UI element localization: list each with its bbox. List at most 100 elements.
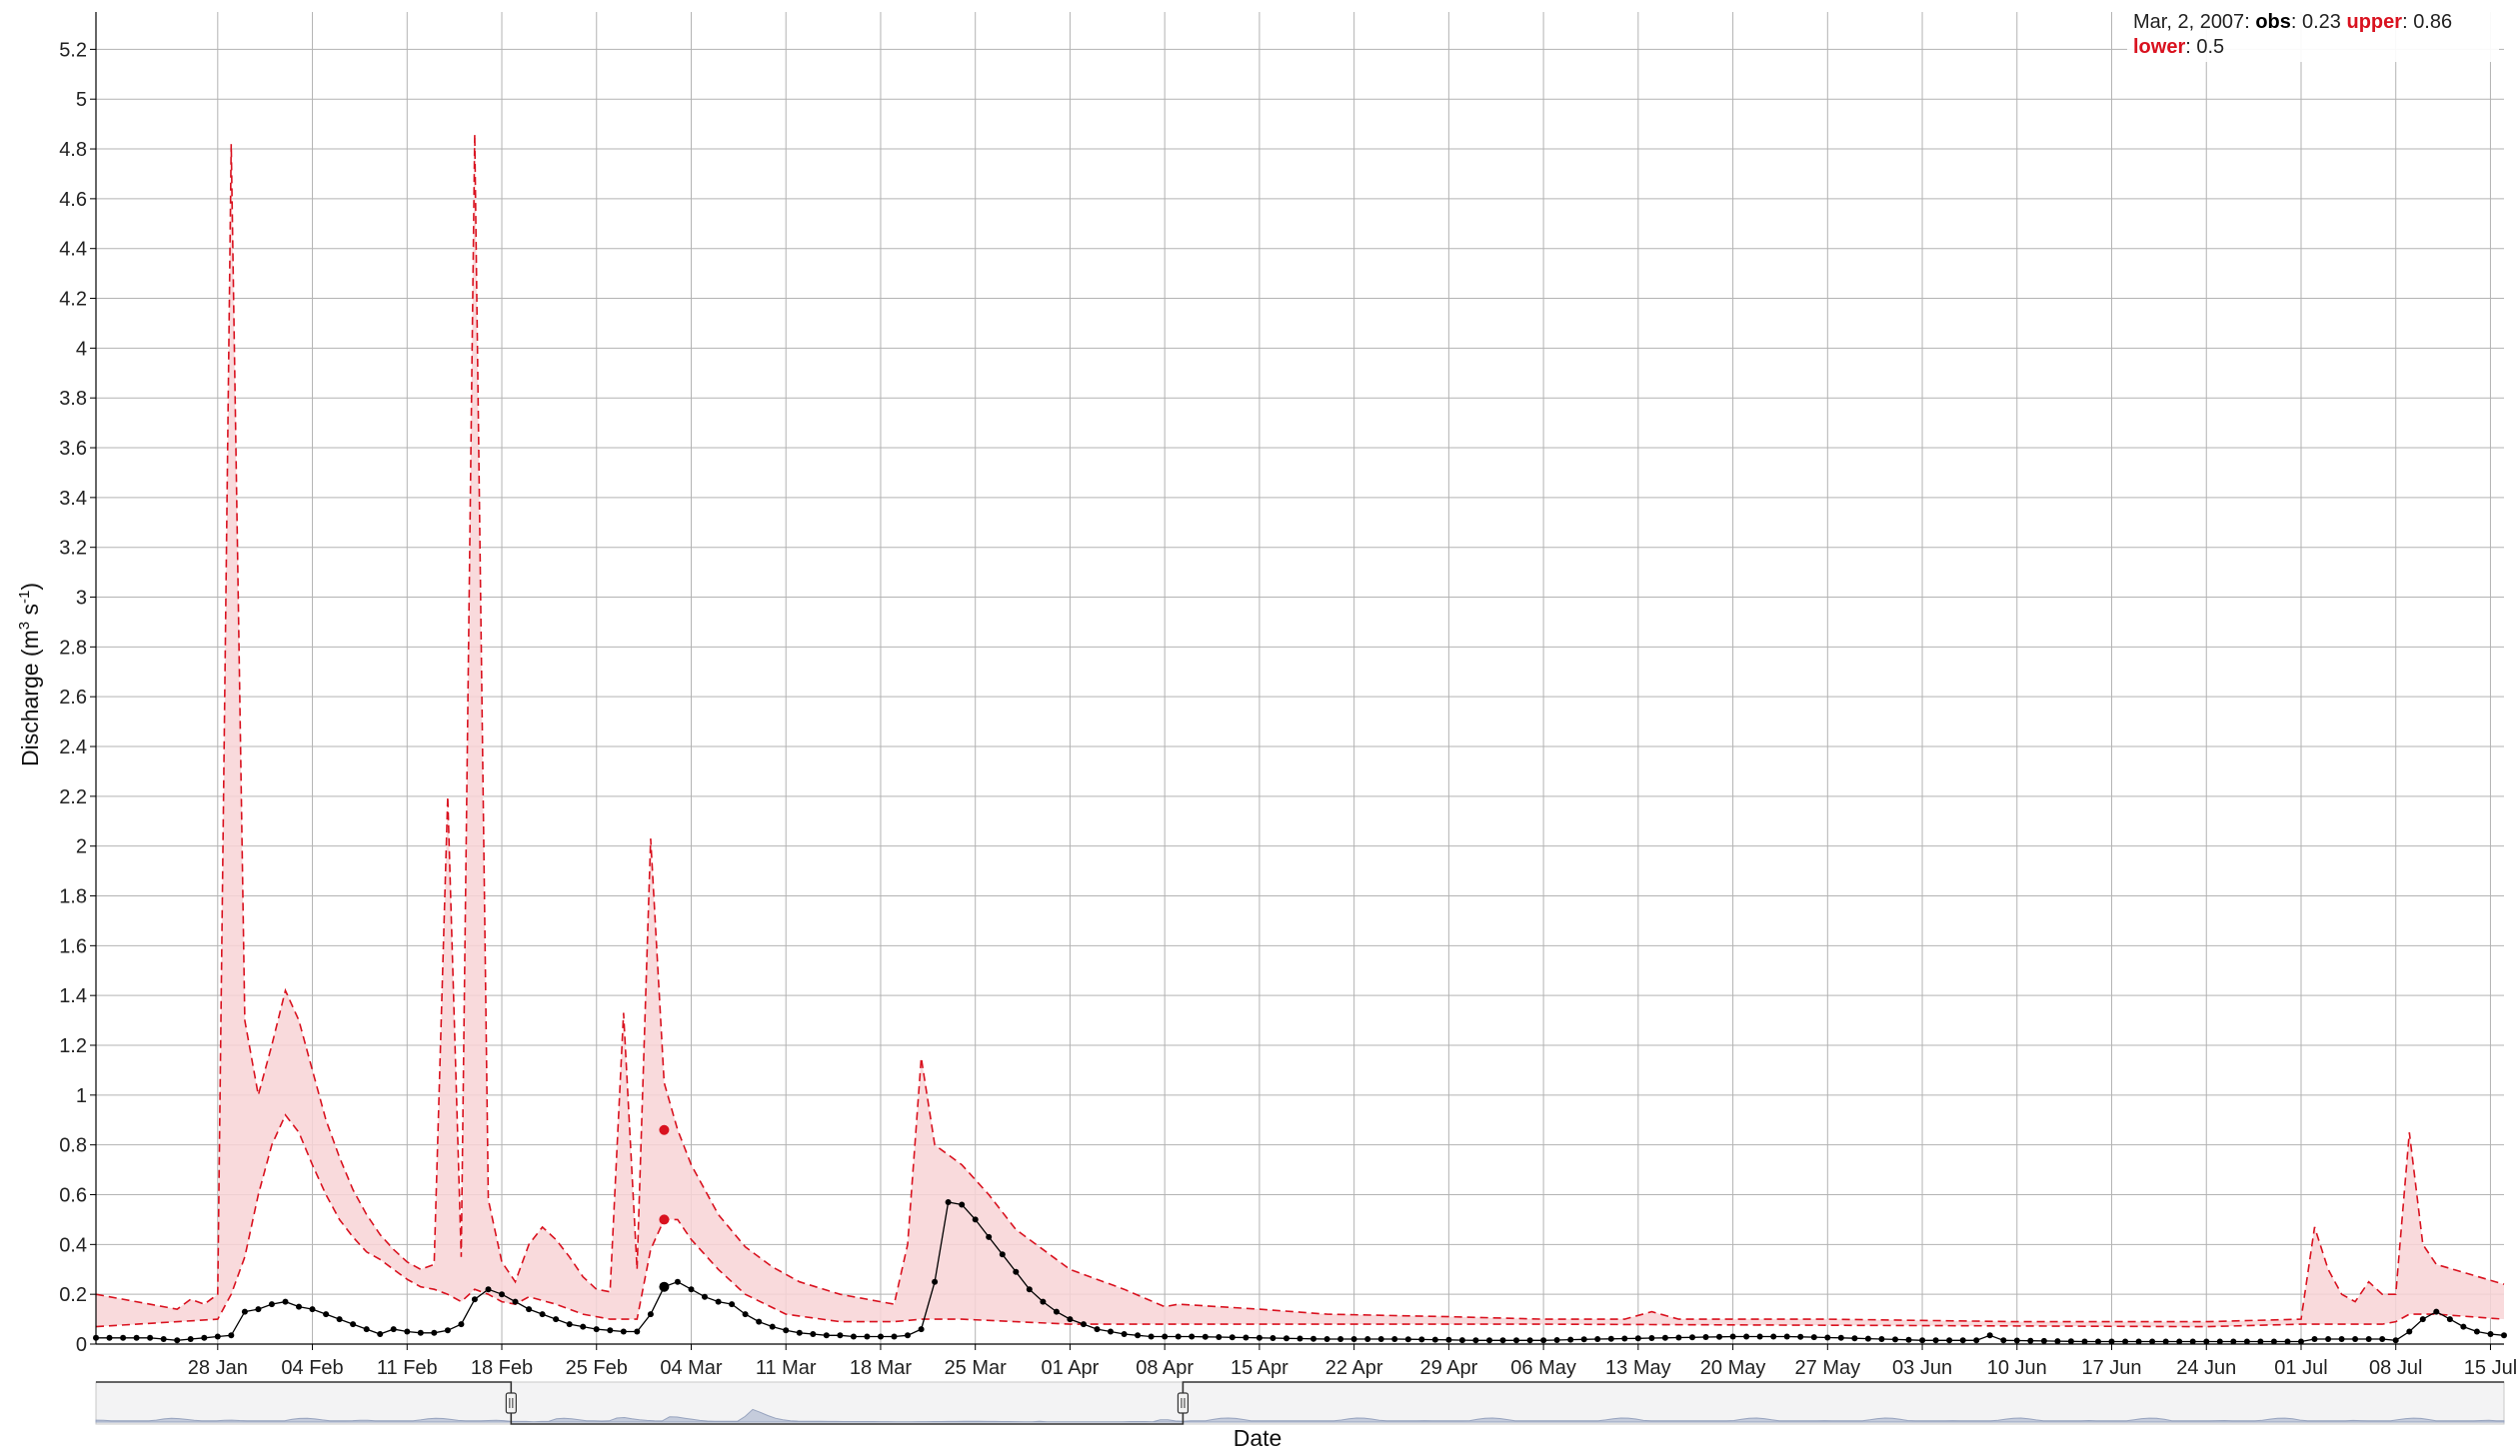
- obs-point[interactable]: [932, 1278, 939, 1285]
- obs-point[interactable]: [160, 1336, 167, 1342]
- obs-point[interactable]: [526, 1306, 533, 1313]
- obs-point[interactable]: [499, 1291, 505, 1298]
- obs-point[interactable]: [1553, 1337, 1560, 1343]
- obs-point[interactable]: [2270, 1338, 2277, 1345]
- obs-point[interactable]: [1404, 1336, 1411, 1343]
- obs-point[interactable]: [1594, 1336, 1601, 1342]
- obs-point[interactable]: [228, 1332, 235, 1339]
- obs-point[interactable]: [796, 1329, 803, 1336]
- obs-point[interactable]: [715, 1298, 722, 1305]
- obs-point[interactable]: [810, 1331, 817, 1337]
- obs-point[interactable]: [1377, 1336, 1384, 1342]
- obs-point[interactable]: [1269, 1335, 1276, 1341]
- obs-point[interactable]: [1973, 1337, 1980, 1344]
- obs-point[interactable]: [174, 1337, 181, 1344]
- obs-point[interactable]: [1824, 1334, 1831, 1341]
- obs-point[interactable]: [742, 1311, 749, 1318]
- obs-point[interactable]: [350, 1321, 357, 1328]
- obs-point[interactable]: [120, 1334, 127, 1341]
- obs-point[interactable]: [2501, 1332, 2507, 1339]
- obs-point[interactable]: [999, 1251, 1006, 1258]
- navigator-left-handle[interactable]: [505, 1392, 517, 1414]
- obs-point[interactable]: [1229, 1334, 1236, 1341]
- obs-point[interactable]: [1607, 1335, 1614, 1342]
- obs-point[interactable]: [1675, 1334, 1682, 1341]
- obs-point[interactable]: [1189, 1333, 1196, 1340]
- obs-point[interactable]: [2189, 1338, 2196, 1345]
- handle-grip[interactable]: [1177, 1392, 1190, 1414]
- obs-point[interactable]: [2406, 1328, 2413, 1335]
- obs-point[interactable]: [1770, 1333, 1777, 1340]
- obs-point[interactable]: [1013, 1268, 1020, 1275]
- obs-point[interactable]: [2149, 1338, 2156, 1345]
- obs-point[interactable]: [1702, 1334, 1709, 1340]
- obs-point[interactable]: [1350, 1336, 1357, 1342]
- obs-point[interactable]: [1905, 1336, 1912, 1343]
- obs-point[interactable]: [2433, 1308, 2440, 1315]
- obs-point[interactable]: [214, 1333, 221, 1340]
- obs-point[interactable]: [539, 1311, 546, 1318]
- obs-point[interactable]: [2392, 1337, 2399, 1344]
- obs-point[interactable]: [1081, 1321, 1087, 1328]
- obs-point[interactable]: [2013, 1337, 2020, 1344]
- obs-point[interactable]: [2176, 1338, 2183, 1345]
- obs-point[interactable]: [363, 1326, 370, 1333]
- obs-point[interactable]: [1121, 1331, 1128, 1337]
- obs-point[interactable]: [2230, 1338, 2237, 1345]
- obs-point[interactable]: [1946, 1337, 1953, 1344]
- obs-point[interactable]: [1310, 1335, 1316, 1342]
- obs-point[interactable]: [1135, 1332, 1142, 1339]
- obs-point[interactable]: [1094, 1326, 1101, 1333]
- obs-point[interactable]: [1243, 1334, 1250, 1341]
- obs-point[interactable]: [201, 1334, 208, 1341]
- obs-point[interactable]: [905, 1332, 911, 1339]
- obs-point[interactable]: [187, 1336, 194, 1342]
- obs-point[interactable]: [2325, 1336, 2332, 1342]
- obs-point[interactable]: [2419, 1316, 2426, 1323]
- obs-point[interactable]: [729, 1301, 736, 1308]
- obs-point[interactable]: [2473, 1328, 2480, 1335]
- obs-point[interactable]: [1040, 1298, 1047, 1305]
- obs-point[interactable]: [2054, 1338, 2061, 1345]
- obs-point[interactable]: [607, 1327, 614, 1334]
- obs-point[interactable]: [377, 1331, 384, 1337]
- obs-point[interactable]: [1580, 1336, 1587, 1343]
- obs-point[interactable]: [972, 1216, 979, 1223]
- obs-point[interactable]: [1486, 1337, 1492, 1344]
- obs-point[interactable]: [1162, 1333, 1169, 1340]
- obs-point[interactable]: [2162, 1338, 2169, 1345]
- obs-series[interactable]: [93, 1199, 2507, 1345]
- obs-point[interactable]: [1418, 1336, 1425, 1343]
- obs-point[interactable]: [634, 1328, 641, 1335]
- obs-point[interactable]: [1797, 1333, 1804, 1340]
- obs-point[interactable]: [674, 1278, 681, 1285]
- obs-point[interactable]: [2067, 1338, 2074, 1345]
- obs-point[interactable]: [404, 1328, 411, 1335]
- obs-point[interactable]: [296, 1303, 302, 1310]
- obs-point[interactable]: [2081, 1338, 2088, 1345]
- obs-point[interactable]: [2108, 1338, 2115, 1345]
- obs-point[interactable]: [986, 1233, 993, 1240]
- obs-point[interactable]: [255, 1306, 262, 1313]
- obs-point[interactable]: [471, 1296, 478, 1303]
- obs-point[interactable]: [1026, 1286, 1033, 1293]
- obs-point[interactable]: [553, 1316, 560, 1323]
- obs-point[interactable]: [1296, 1335, 1303, 1342]
- obs-point[interactable]: [1526, 1337, 1533, 1344]
- obs-point[interactable]: [323, 1311, 330, 1318]
- obs-point[interactable]: [2311, 1336, 2318, 1342]
- obs-point[interactable]: [756, 1318, 763, 1325]
- obs-point[interactable]: [1716, 1333, 1722, 1340]
- obs-point[interactable]: [1689, 1334, 1695, 1341]
- obs-point[interactable]: [2284, 1338, 2291, 1345]
- obs-point[interactable]: [1175, 1333, 1182, 1340]
- handle-grip[interactable]: [505, 1392, 517, 1414]
- obs-point[interactable]: [431, 1329, 438, 1336]
- obs-point[interactable]: [1283, 1335, 1289, 1342]
- obs-point[interactable]: [2040, 1337, 2047, 1344]
- obs-point[interactable]: [512, 1298, 519, 1305]
- obs-point[interactable]: [309, 1306, 316, 1313]
- obs-point[interactable]: [241, 1308, 248, 1315]
- obs-point[interactable]: [1067, 1316, 1074, 1323]
